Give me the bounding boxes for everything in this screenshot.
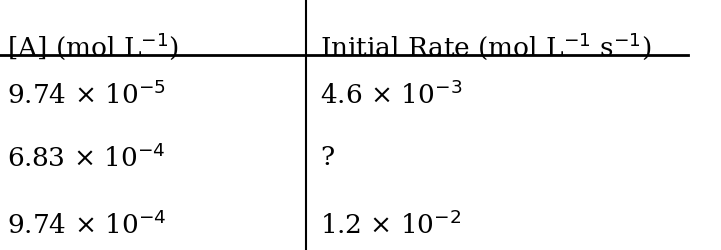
Text: 9.74 × 10$^{-5}$: 9.74 × 10$^{-5}$ <box>7 81 166 109</box>
Text: 9.74 × 10$^{-4}$: 9.74 × 10$^{-4}$ <box>7 211 167 239</box>
Text: Initial Rate (mol L$^{-1}$ s$^{-1}$): Initial Rate (mol L$^{-1}$ s$^{-1}$) <box>320 30 652 62</box>
Text: ?: ? <box>320 145 334 170</box>
Text: 6.83 × 10$^{-4}$: 6.83 × 10$^{-4}$ <box>7 143 165 172</box>
Text: [A] (mol L$^{-1}$): [A] (mol L$^{-1}$) <box>7 30 179 62</box>
Text: 1.2 × 10$^{-2}$: 1.2 × 10$^{-2}$ <box>320 211 461 239</box>
Text: 4.6 × 10$^{-3}$: 4.6 × 10$^{-3}$ <box>320 81 462 109</box>
